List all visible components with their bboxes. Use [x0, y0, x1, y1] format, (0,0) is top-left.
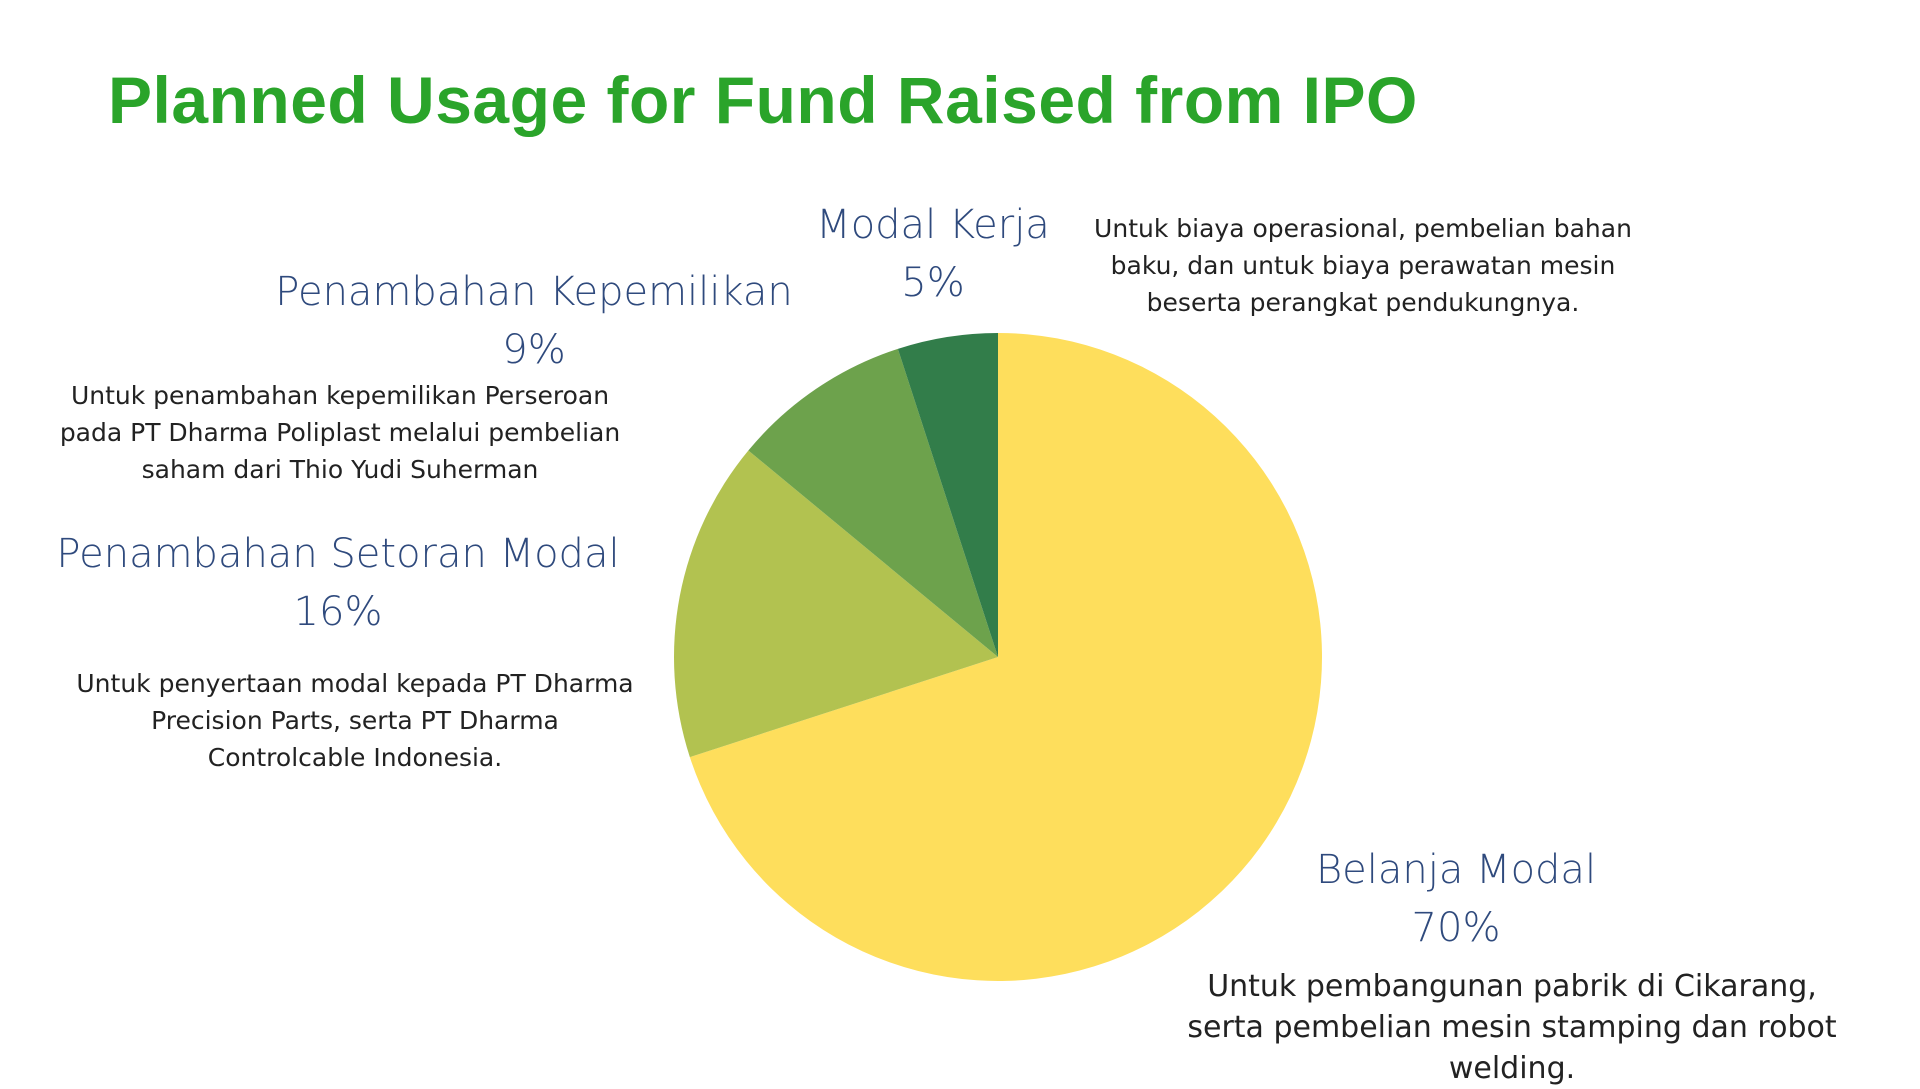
desc-penambahan-setoran-modal: Untuk penyertaan modal kepada PT Dharma … [76, 669, 634, 772]
slice-name-penambahan-kepemilikan: Penambahan Kepemilikan [275, 269, 793, 315]
label-belanja-modal: Belanja Modal 70% [1316, 841, 1596, 957]
pie-slice-penambahan-setoran-modal [674, 450, 998, 758]
chart-title: Planned Usage for Fund Raised from IPO [108, 63, 1418, 137]
desc-penambahan-kepemilikan: Untuk penambahan kepemilikan Perseroan p… [59, 381, 621, 484]
slice-percent-penambahan-setoran-modal: 16% [293, 589, 383, 635]
slice-name-modal-kerja: Modal Kerja [816, 202, 1050, 248]
slice-percent-modal-kerja: 5% [901, 260, 965, 306]
desc-belanja-modal: Untuk pembangunan pabrik di Cikarang, se… [1187, 969, 1837, 1086]
slice-name-belanja-modal: Belanja Modal [1315, 847, 1597, 893]
pie-slice-modal-kerja [897, 333, 998, 657]
label-penambahan-kepemilikan: Penambahan Kepemilikan 9% [275, 263, 792, 379]
slice-percent-penambahan-kepemilikan: 9% [502, 327, 566, 373]
label-modal-kerja: Modal Kerja 5% [816, 196, 1050, 312]
pie-slice-penambahan-kepemilikan [748, 348, 998, 657]
slice-percent-belanja-modal: 70% [1411, 905, 1501, 951]
label-penambahan-setoran-modal: Penambahan Setoran Modal 16% [56, 525, 619, 641]
pie-slice-belanja-modal [689, 333, 1323, 981]
slice-name-penambahan-setoran-modal: Penambahan Setoran Modal [56, 531, 620, 577]
pie-chart [674, 333, 1323, 981]
desc-modal-kerja: Untuk biaya operasional, pembelian bahan… [1094, 214, 1632, 317]
